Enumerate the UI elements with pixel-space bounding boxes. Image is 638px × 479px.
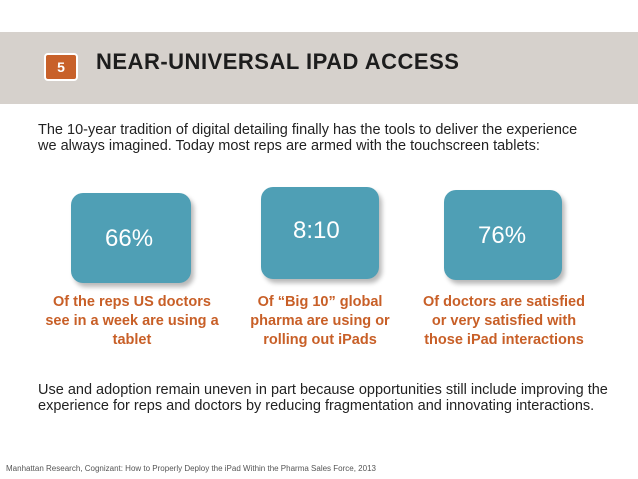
stat-box-doctor-satisfaction: 76%	[444, 190, 562, 280]
stat-caption: Of the reps US doctors see in a week are…	[45, 294, 219, 348]
header-band	[0, 32, 638, 104]
source-footnote: Manhattan Research, Cognizant: How to Pr…	[6, 464, 376, 473]
slide-title: NEAR-UNIVERSAL IPAD ACCESS	[96, 49, 460, 74]
stat-value: 66%	[105, 225, 154, 252]
intro-text: The 10-year tradition of digital detaili…	[38, 122, 578, 154]
stat-box-reps-tablet: 66%	[71, 193, 191, 283]
slide-number-badge: 5	[44, 53, 78, 81]
body-text: Use and adoption remain uneven in part b…	[38, 382, 608, 414]
stat-box-big10-pharma: 8:10	[261, 187, 379, 279]
stat-value: 8:10	[293, 217, 340, 244]
stat-caption: Of “Big 10” global pharma are using or r…	[250, 294, 390, 348]
stat-value: 76%	[478, 222, 527, 249]
stat-caption: Of doctors are satisfied or very satisfi…	[423, 294, 585, 348]
